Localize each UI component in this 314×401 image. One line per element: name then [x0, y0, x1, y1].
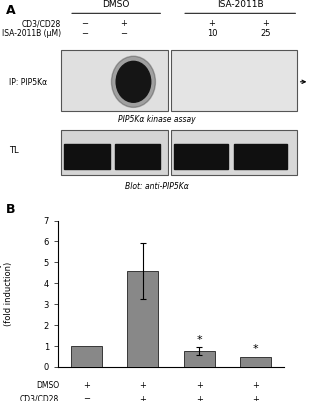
Text: +: + — [262, 19, 269, 28]
Bar — [234, 144, 287, 169]
Text: −: − — [83, 395, 90, 401]
Text: ISA-2011B: ISA-2011B — [217, 0, 263, 9]
Text: +: + — [139, 395, 146, 401]
Text: +: + — [196, 381, 203, 391]
Y-axis label: PIP5Kα activity
(fold induction): PIP5Kα activity (fold induction) — [0, 261, 13, 326]
Bar — [71, 346, 102, 367]
Bar — [61, 50, 168, 111]
Bar — [115, 144, 160, 169]
Bar — [184, 351, 215, 367]
Text: DMSO: DMSO — [36, 381, 59, 391]
Bar — [171, 50, 297, 111]
Bar — [127, 271, 159, 367]
Text: PIP5Kα kinase assay: PIP5Kα kinase assay — [118, 115, 196, 124]
Text: 10: 10 — [207, 29, 217, 38]
Bar — [241, 357, 272, 367]
Text: +: + — [252, 395, 259, 401]
Text: DMSO: DMSO — [102, 0, 130, 9]
Text: IP: PIP5Kα: IP: PIP5Kα — [9, 78, 47, 87]
Text: ISA-2011B (μM): ISA-2011B (μM) — [2, 29, 61, 38]
Bar — [174, 144, 228, 169]
Text: B: B — [6, 203, 16, 215]
Text: −: − — [81, 29, 88, 38]
Ellipse shape — [111, 56, 155, 107]
Text: +: + — [121, 19, 127, 28]
Text: *: * — [253, 344, 259, 354]
Text: −: − — [121, 29, 127, 38]
Text: +: + — [83, 381, 90, 391]
Text: 25: 25 — [260, 29, 271, 38]
Text: PIP2: PIP2 — [311, 77, 314, 86]
Text: +: + — [208, 19, 215, 28]
Bar — [64, 144, 110, 169]
Text: CD3/CD28: CD3/CD28 — [20, 395, 59, 401]
Text: −: − — [81, 19, 88, 28]
Bar — [61, 130, 168, 175]
Text: +: + — [252, 381, 259, 391]
Text: A: A — [6, 4, 16, 17]
Bar — [171, 130, 297, 175]
Text: +: + — [139, 381, 146, 391]
Text: *: * — [197, 334, 202, 344]
Text: +: + — [196, 395, 203, 401]
Ellipse shape — [116, 61, 151, 102]
Text: CD3/CD28: CD3/CD28 — [22, 19, 61, 28]
Text: TL: TL — [9, 146, 19, 155]
Text: Blot: anti-PIP5Kα: Blot: anti-PIP5Kα — [125, 182, 189, 191]
